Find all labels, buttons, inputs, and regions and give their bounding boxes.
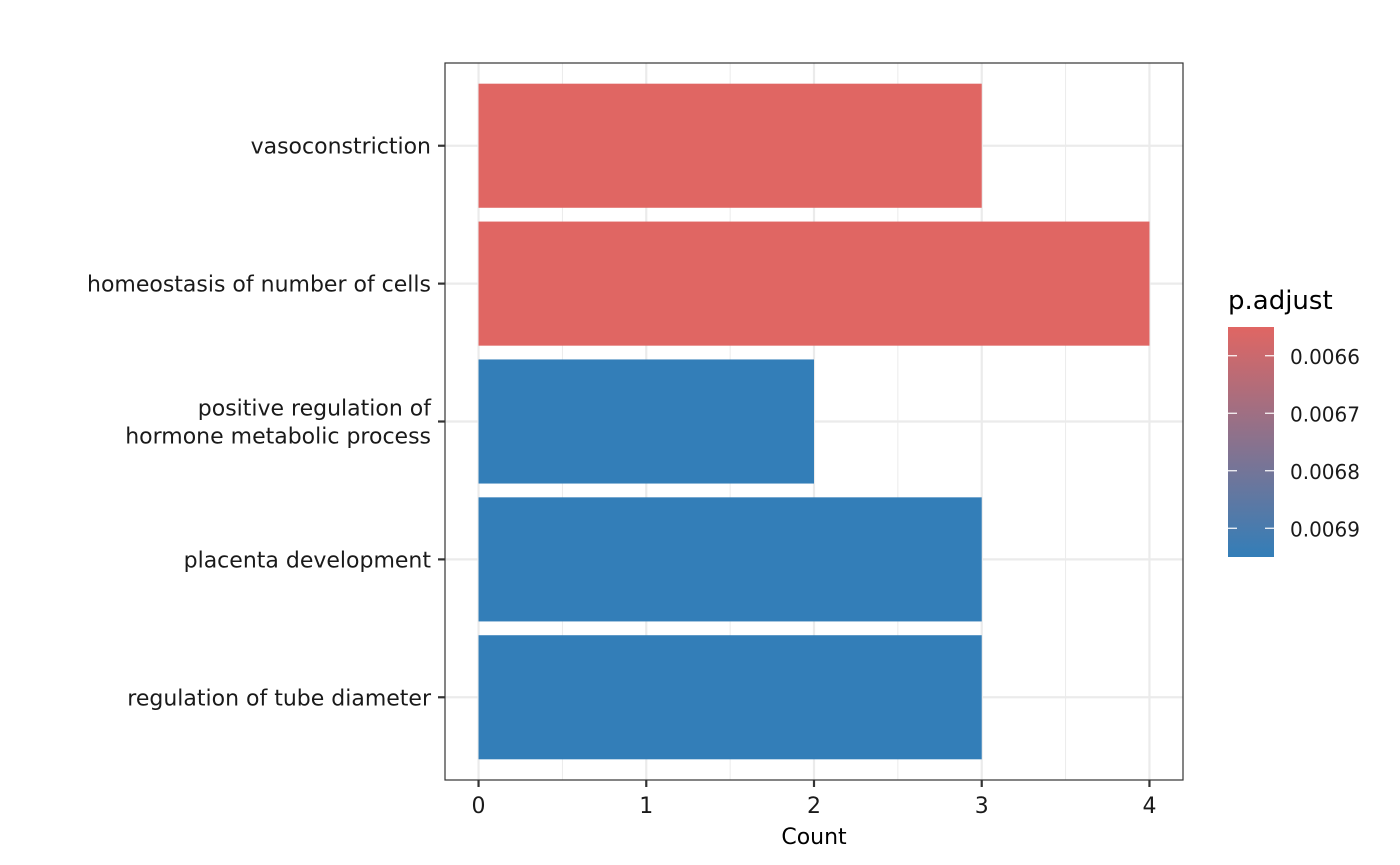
bar xyxy=(478,635,982,760)
x-axis: 0 1 2 3 4 xyxy=(472,780,1156,819)
y-tick-label: homeostasis of number of cells xyxy=(87,273,431,298)
legend-title: p.adjust xyxy=(1228,286,1333,316)
bar xyxy=(478,221,1150,346)
bars xyxy=(478,83,1150,760)
y-tick-label: positive regulation of hormone metabolic … xyxy=(125,397,432,450)
x-axis-label: Count xyxy=(781,825,847,850)
legend-colorbar xyxy=(1228,327,1274,557)
y-tick-label: placenta development xyxy=(184,548,432,573)
legend-tick-label: 0.0066 xyxy=(1290,345,1360,369)
x-tick-label: 2 xyxy=(807,794,821,819)
x-tick-label: 3 xyxy=(975,794,989,819)
bar xyxy=(478,83,982,208)
x-tick-label: 1 xyxy=(639,794,653,819)
y-tick-label: vasoconstriction xyxy=(251,135,431,160)
y-axis: vasoconstriction homeostasis of number of… xyxy=(87,135,445,711)
legend: p.adjust 0.0066 0.0067 0.0068 0.0069 xyxy=(1228,286,1360,557)
bar xyxy=(478,359,814,484)
x-tick-label: 4 xyxy=(1142,794,1156,819)
legend-tick-label: 0.0067 xyxy=(1290,402,1360,426)
legend-tick-label: 0.0069 xyxy=(1290,517,1360,541)
bar xyxy=(478,497,982,622)
y-tick-label: regulation of tube diameter xyxy=(127,686,432,711)
x-tick-label: 0 xyxy=(472,794,486,819)
legend-ticks: 0.0066 0.0067 0.0068 0.0069 xyxy=(1228,345,1360,541)
legend-tick-label: 0.0068 xyxy=(1290,460,1360,484)
